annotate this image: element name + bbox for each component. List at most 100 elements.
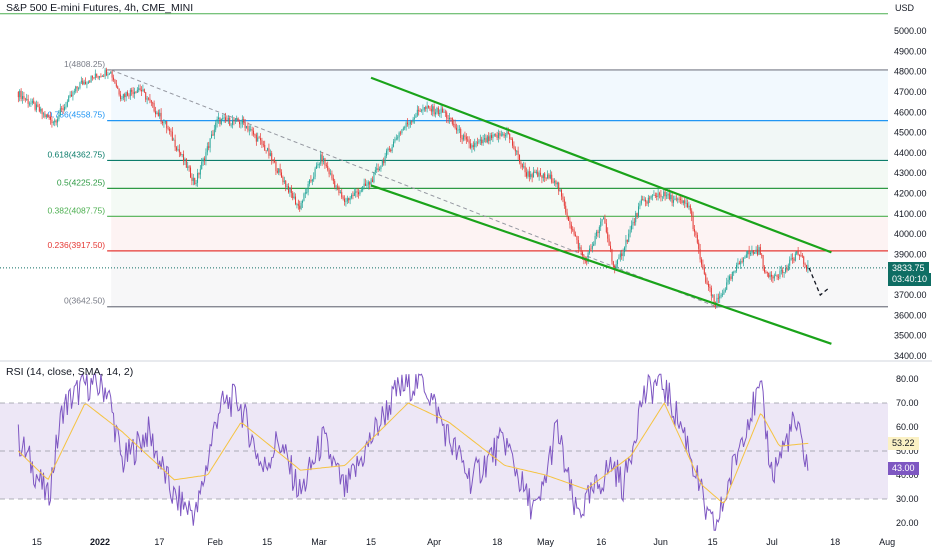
chart-title: S&P 500 E-mini Futures, 4h, CME_MINI: [6, 2, 194, 14]
candle-body: [100, 76, 102, 78]
candle-body: [642, 199, 644, 201]
candle-body: [734, 270, 736, 272]
candle-body: [412, 118, 414, 123]
candle-body: [124, 94, 126, 98]
candle-body: [145, 92, 147, 100]
candle-body: [610, 245, 612, 250]
fib-label-0.236: 0.236(3917.50): [47, 240, 105, 250]
candle-body: [372, 179, 374, 183]
candle-body: [31, 100, 33, 104]
candle-body: [19, 90, 21, 98]
candle-body: [366, 184, 368, 186]
candle-body: [701, 259, 703, 265]
candle-body: [736, 264, 738, 271]
candle-body: [219, 117, 221, 124]
candle-body: [288, 186, 290, 193]
candle-body: [211, 134, 213, 139]
candle-body: [397, 137, 399, 139]
price-tick-label: 4700.00: [894, 87, 927, 97]
candle-body: [608, 238, 610, 246]
candle-body: [796, 251, 798, 254]
candle-body: [747, 250, 749, 255]
candle-body: [129, 89, 131, 97]
candle-body: [562, 196, 564, 200]
candle-body: [493, 134, 495, 136]
candle-body: [376, 168, 378, 170]
candle-body: [55, 120, 57, 123]
candle-body: [765, 271, 767, 273]
candle-body: [631, 225, 633, 230]
candle-body: [125, 92, 127, 98]
time-tick-label: 17: [154, 537, 164, 547]
candle-body: [262, 144, 264, 146]
candle-body: [471, 145, 473, 148]
fib-label-1: 1(4808.25): [64, 59, 105, 69]
candle-body: [722, 294, 724, 296]
candle-body: [752, 250, 754, 254]
candle-body: [785, 268, 787, 273]
candle-body: [787, 265, 789, 271]
candle-body: [337, 186, 339, 188]
candle-body: [726, 282, 728, 290]
candle-body: [146, 98, 148, 100]
candle-body: [199, 169, 201, 175]
candle-body: [54, 120, 56, 123]
candle-body: [250, 129, 252, 131]
candle-body: [23, 96, 25, 99]
candle-body: [253, 130, 255, 135]
candle-body: [425, 107, 427, 109]
candle-body: [780, 270, 782, 272]
candle-body: [654, 194, 656, 196]
candle-body: [335, 186, 337, 188]
candle-body: [451, 118, 453, 124]
candle-body: [535, 171, 537, 173]
candle-body: [772, 276, 774, 279]
candle-body: [477, 142, 479, 144]
candle-body: [113, 77, 115, 80]
candle-body: [643, 199, 645, 201]
candle-body: [75, 86, 77, 92]
time-tick-label: Mar: [311, 537, 327, 547]
candle-body: [325, 165, 327, 166]
candle-body: [597, 231, 599, 234]
candle-body: [636, 213, 638, 217]
candle-body: [184, 159, 186, 162]
candle-body: [248, 129, 250, 131]
candle-body: [682, 200, 684, 203]
candle-body: [267, 148, 269, 151]
candle-body: [78, 88, 80, 90]
candle-body: [358, 192, 360, 195]
candle-body: [41, 108, 43, 115]
candle-body: [678, 198, 680, 200]
candle-body: [723, 291, 725, 295]
candle-body: [22, 96, 24, 99]
price-tick-label: 4900.00: [894, 46, 927, 56]
candle-body: [530, 174, 532, 177]
candle-body: [492, 134, 494, 139]
candle-body: [244, 122, 246, 128]
candle-body: [670, 195, 672, 200]
candle-body: [141, 89, 143, 92]
candle-body: [160, 112, 162, 122]
candle-body: [162, 121, 164, 124]
candle-body: [713, 295, 715, 303]
candle-body: [698, 242, 700, 249]
candle-body: [254, 134, 256, 136]
candle-body: [688, 205, 690, 208]
candle-body: [398, 132, 400, 138]
candle-body: [411, 121, 413, 123]
candle-body: [456, 127, 458, 131]
candle-body: [85, 81, 87, 85]
candle-body: [296, 204, 298, 205]
candle-body: [353, 192, 355, 196]
candle-body: [136, 89, 138, 93]
candle-body: [776, 275, 778, 277]
candle-body: [745, 254, 747, 258]
candle-body: [374, 169, 376, 173]
candle-body: [276, 170, 278, 173]
candle-body: [377, 168, 379, 170]
candle-body: [317, 164, 319, 166]
candle-body: [155, 111, 157, 115]
candle-body: [290, 187, 292, 193]
